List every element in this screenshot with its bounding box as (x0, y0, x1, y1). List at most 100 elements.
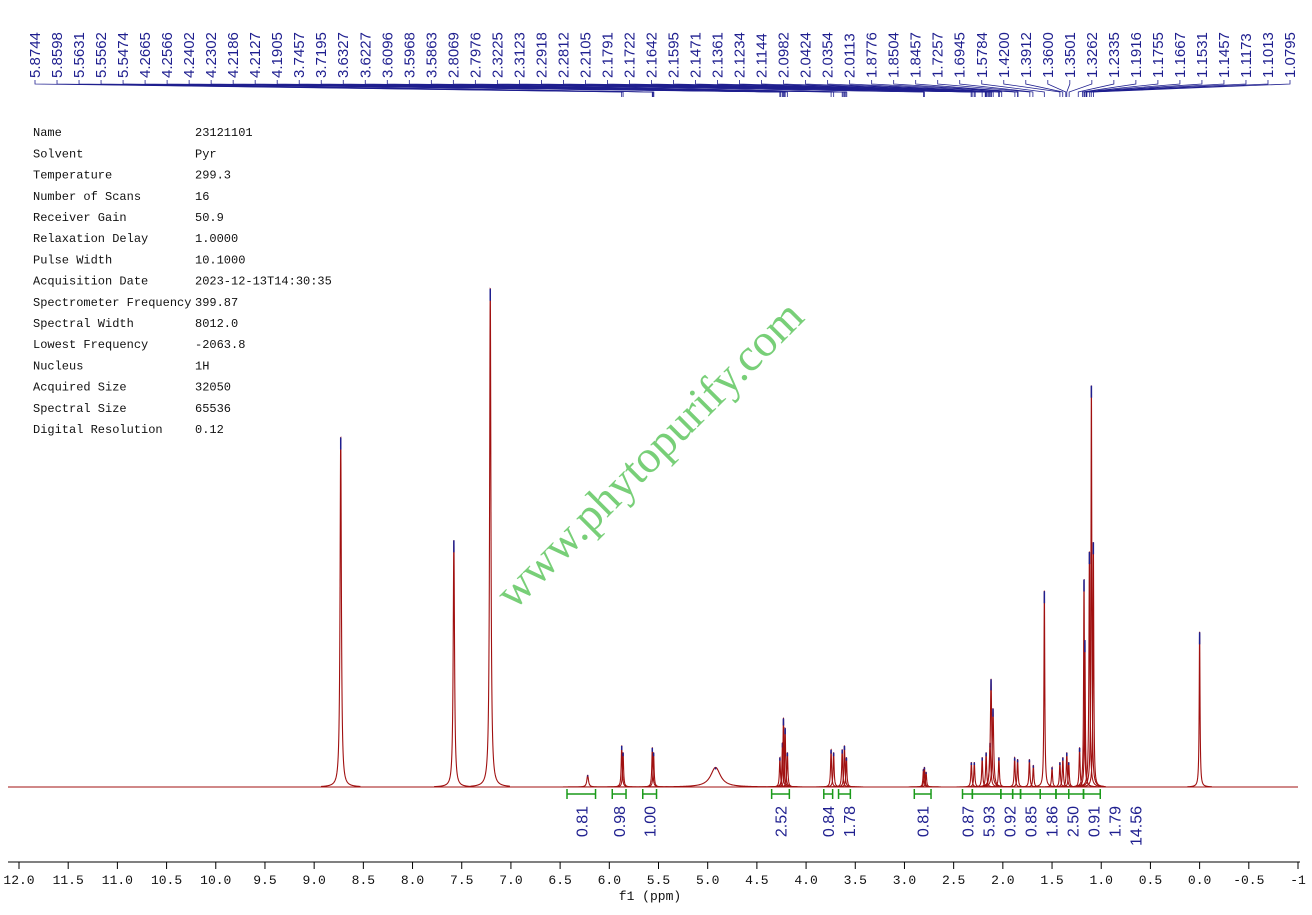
integral-bracket (1019, 789, 1041, 799)
x-tick-label: 9.0 (302, 873, 325, 888)
peak-label: 1.1916 (1128, 32, 1145, 78)
parameter-name: Digital Resolution (33, 423, 163, 437)
peak-label: 1.1755 (1150, 32, 1167, 78)
peak-label: 1.4200 (996, 32, 1013, 78)
peak-label: 5.8598 (49, 32, 66, 78)
parameter-name: Spectral Width (33, 317, 134, 331)
peak-connector (430, 80, 848, 97)
peak-label: 1.2335 (1106, 32, 1123, 78)
peak-label: 1.5784 (974, 32, 991, 78)
x-tick-label: 7.5 (450, 873, 473, 888)
peak (434, 540, 474, 788)
x-tick-label: 4.5 (745, 873, 768, 888)
parameter-value: 50.9 (195, 211, 224, 225)
peak-label: 2.1361 (710, 32, 727, 78)
parameter-name: Name (33, 126, 62, 140)
integral-bracket (837, 789, 852, 799)
x-tick-label: 2.5 (942, 873, 965, 888)
peak-label: 4.2665 (137, 32, 154, 78)
peak-label: 2.8069 (445, 32, 462, 78)
integral-label: 0.81 (916, 806, 933, 837)
parameter-value: 65536 (195, 402, 231, 416)
integral-label: 2.50 (1065, 806, 1082, 837)
x-tick-label: 10.0 (200, 873, 231, 888)
integral-bracket (642, 789, 658, 799)
parameter-name: Acquired Size (33, 381, 127, 395)
peak-label: 3.7195 (313, 32, 330, 78)
peak-label: 2.1642 (643, 32, 660, 78)
peak (1032, 590, 1057, 788)
integral-label: 2.52 (773, 806, 790, 837)
parameter-value: 32050 (195, 381, 231, 395)
peak-label: 2.3225 (489, 32, 506, 78)
x-tick-label: 8.0 (401, 873, 424, 888)
peak-label: 2.2918 (533, 32, 550, 78)
x-tick-label: 5.0 (696, 873, 719, 888)
parameter-value: Pyr (195, 147, 217, 161)
peak-connector (1081, 80, 1137, 97)
peak-connector (276, 80, 788, 97)
integral-label: 1.86 (1044, 806, 1061, 837)
peak (1018, 764, 1049, 788)
peak-label: 3.7457 (291, 32, 308, 78)
peak-label: 2.1791 (599, 32, 616, 78)
integral-label: 0.84 (821, 806, 838, 837)
integral-bracket (770, 789, 791, 799)
peak-label: 4.2127 (247, 32, 264, 78)
peak (1052, 752, 1082, 788)
peak-connector (959, 80, 1034, 97)
integral-bracket (1082, 789, 1101, 799)
peak (772, 752, 803, 788)
x-tick-label: 6.5 (548, 873, 571, 888)
peak-connector (1047, 80, 1067, 97)
peak-label: 2.7976 (467, 32, 484, 78)
peak-connector (1068, 80, 1093, 97)
peak-label: 2.1722 (621, 32, 638, 78)
peak (563, 774, 613, 788)
parameter-value: 16 (195, 190, 209, 204)
x-tick-label: -0.5 (1233, 873, 1264, 888)
peak-label: 5.5631 (71, 32, 88, 78)
peak-connector (915, 80, 1019, 97)
integral-label: 0.92 (1002, 806, 1019, 837)
peak (567, 766, 864, 788)
peak-connector (1089, 80, 1247, 97)
x-tick-label: 5.5 (647, 873, 670, 888)
peak-label: 1.1173 (1238, 33, 1255, 78)
peak-connector (805, 80, 1000, 97)
x-tick-label: 6.0 (598, 873, 621, 888)
peak-label: 2.2812 (555, 32, 572, 78)
integral-label: 0.85 (1023, 806, 1040, 837)
peak-connector (1003, 80, 1061, 97)
integral-bracket (1011, 789, 1022, 799)
parameter-value: 299.3 (195, 169, 231, 183)
parameter-name: Spectral Size (33, 402, 127, 416)
parameter-value: 1.0000 (195, 232, 238, 246)
parameter-value: 1H (195, 359, 209, 373)
peak-label: 4.2186 (225, 32, 242, 78)
x-tick-label: 9.5 (253, 873, 276, 888)
peak-label: 3.5863 (423, 32, 440, 78)
peak-label: 1.3501 (1062, 32, 1079, 78)
integral-label: 1.79 (1107, 806, 1124, 837)
peak (1187, 631, 1212, 788)
integral-bracket (913, 789, 932, 799)
peak-connector (1077, 80, 1115, 97)
integral-bracket (823, 789, 834, 799)
x-tick-label: 11.0 (102, 873, 133, 888)
peak-connector (1083, 80, 1159, 97)
peak-label: 1.7257 (930, 32, 947, 78)
peak-connector (122, 80, 655, 97)
x-tick-label: 7.0 (499, 873, 522, 888)
integral-bracket (1000, 789, 1014, 799)
peak-label: 2.0982 (776, 32, 793, 78)
peak-connector (871, 80, 1016, 97)
parameter-value: 399.87 (195, 296, 238, 310)
parameter-name: Nucleus (33, 359, 83, 373)
peak-label: 3.6227 (357, 32, 374, 78)
peak-label: 1.1667 (1172, 32, 1189, 78)
integral-bracket (1055, 789, 1070, 799)
peak-label: 3.6327 (335, 32, 352, 78)
peak-label: 5.5562 (93, 32, 110, 78)
